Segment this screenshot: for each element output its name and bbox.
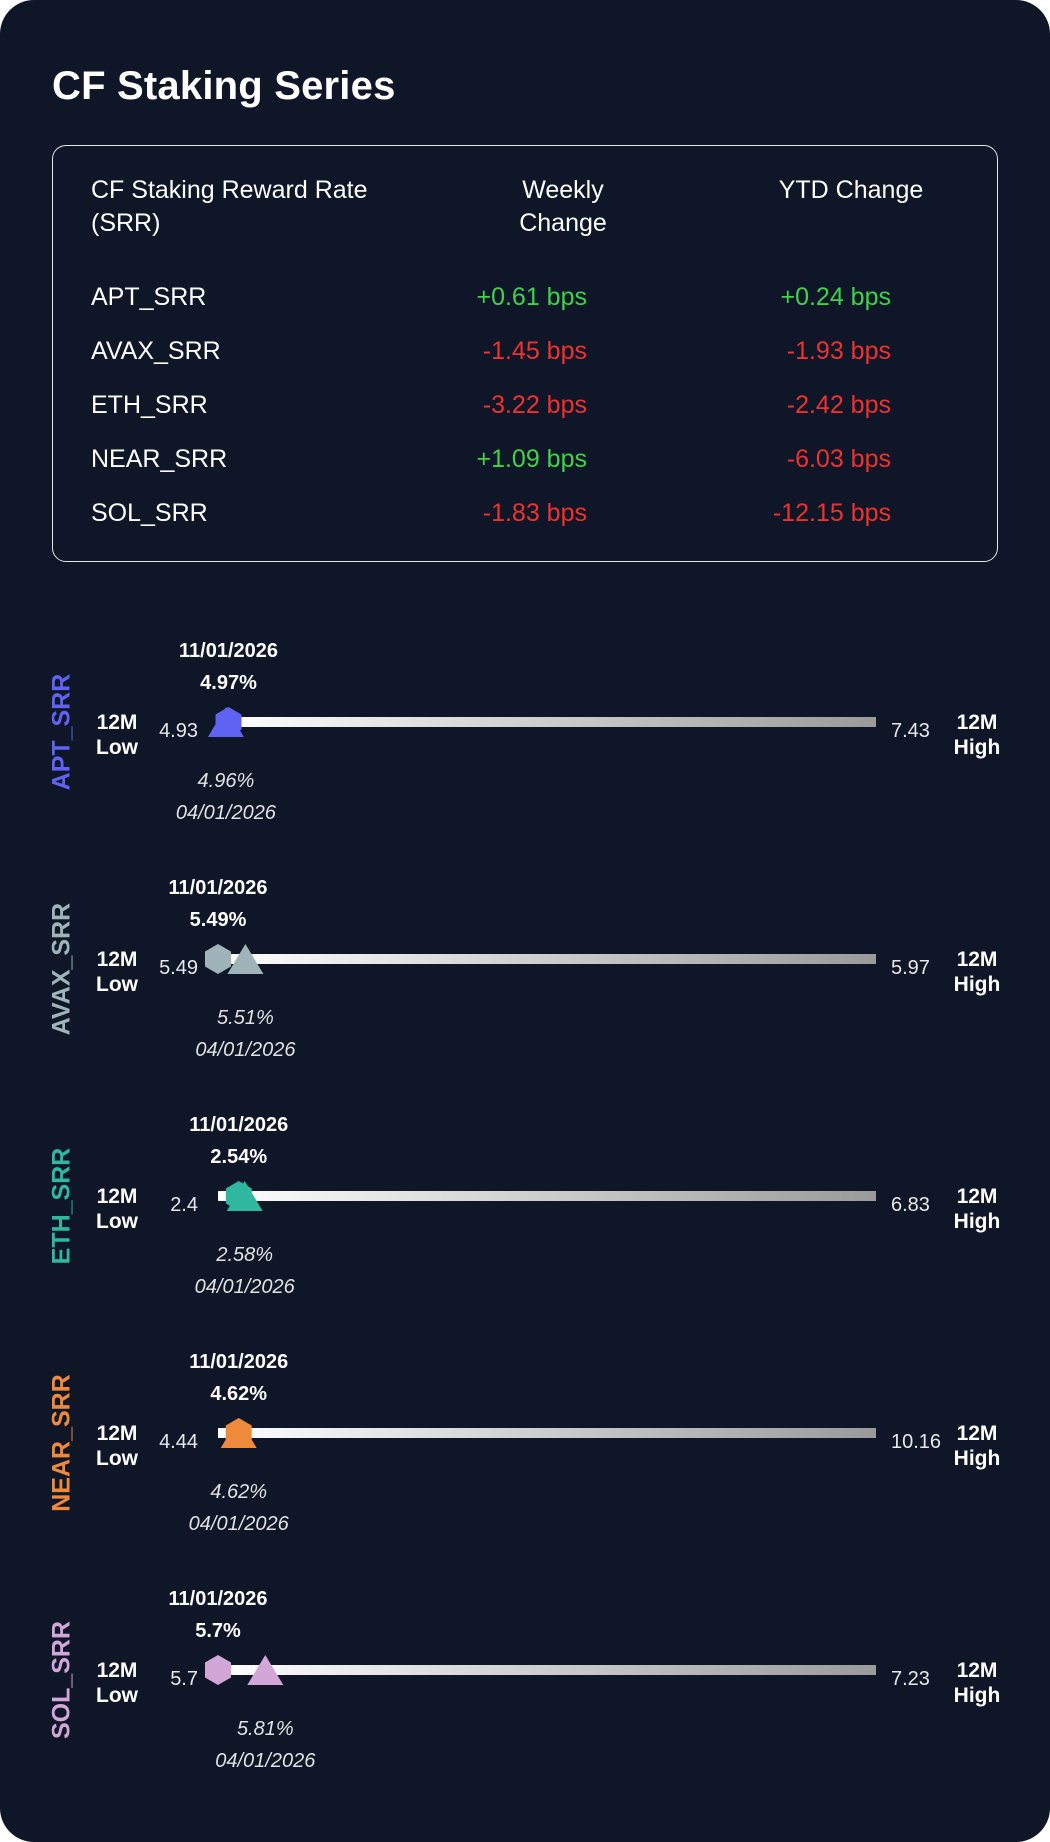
series-label: APT_SRR — [47, 673, 76, 791]
current-value-label: 5.7% — [195, 1620, 241, 1642]
range-high-value: 5.97 — [891, 957, 930, 979]
table-row-near-weekly: +1.09 bps — [476, 445, 587, 473]
range-high-value: 7.43 — [891, 720, 930, 742]
range-high-value: 6.83 — [891, 1194, 930, 1216]
range-high-label: 12M High — [953, 948, 1001, 996]
table-row-near-ytd: -6.03 bps — [786, 445, 891, 473]
previous-date-label: 04/01/2026 — [175, 802, 276, 824]
range-chart-svg — [205, 1655, 876, 1685]
range-bar — [218, 717, 876, 727]
range-chart-avax: AVAX_SRR 12M Low 12M High 5.49 5.97 11/01/202… — [0, 869, 1050, 1069]
range-high-value: 10.16 — [891, 1431, 942, 1453]
range-chart-sol: SOL_SRR 12M Low 12M High 5.7 7.23 11/01/2026 5… — [0, 1580, 1050, 1780]
current-marker-hexagon — [225, 1181, 252, 1211]
table-row-sol-ytd: -12.15 bps — [772, 499, 891, 527]
previous-date-label: 04/01/2026 — [188, 1513, 289, 1535]
series-label: ETH_SRR — [47, 1147, 76, 1265]
range-bar — [218, 1428, 876, 1438]
current-marker-hexagon — [225, 1418, 252, 1448]
table-row-eth-ytd: -2.42 bps — [786, 391, 891, 419]
table-row-sol-name: SOL_SRR — [91, 499, 208, 527]
range-chart-svg — [207, 707, 876, 737]
current-value-label: 4.97% — [200, 672, 257, 694]
range-low-label: 12M Low — [96, 1659, 138, 1707]
previous-value-label: 5.81% — [236, 1718, 294, 1740]
range-low-value: 5.7 — [170, 1668, 198, 1690]
current-marker-hexagon — [205, 944, 231, 974]
range-low-label: 12M Low — [96, 1185, 138, 1233]
previous-value-label: 5.51% — [217, 1007, 274, 1029]
header-weekly-change: Weekly Change — [519, 176, 607, 237]
table-row-sol-weekly: -1.83 bps — [482, 499, 587, 527]
previous-date-label: 04/01/2026 — [215, 1750, 316, 1772]
previous-value-label: 4.62% — [210, 1481, 268, 1503]
range-chart-svg — [205, 944, 876, 974]
previous-marker-triangle — [247, 1655, 284, 1685]
current-marker-hexagon — [215, 707, 242, 737]
current-date-label: 11/01/2026 — [179, 640, 279, 662]
range-low-value: 5.49 — [159, 957, 198, 979]
table-row-apt-ytd: +0.24 bps — [780, 283, 891, 311]
range-high-label: 12M High — [953, 1185, 1001, 1233]
range-chart-eth: ETH_SRR 12M Low 12M High 2.4 6.83 11/01/2026 2… — [0, 1106, 1050, 1306]
range-high-value: 7.23 — [891, 1668, 930, 1690]
table-row-near-name: NEAR_SRR — [91, 445, 228, 473]
range-bar — [218, 1665, 876, 1675]
current-marker-hexagon — [205, 1655, 231, 1685]
current-value-label: 2.54% — [210, 1146, 268, 1168]
page-title: CF Staking Series — [52, 64, 396, 108]
previous-marker-triangle — [227, 944, 264, 974]
range-low-value: 4.93 — [159, 720, 198, 742]
range-high-label: 12M High — [953, 1422, 1001, 1470]
range-bar — [218, 1191, 876, 1201]
current-date-label: 11/01/2026 — [189, 1351, 289, 1373]
header-srr-name: CF Staking Reward Rate (SRR) — [91, 176, 368, 237]
range-low-label: 12M Low — [96, 948, 138, 996]
current-value-label: 4.62% — [210, 1383, 268, 1405]
range-chart-svg — [218, 1418, 876, 1448]
range-chart-near: NEAR_SRR 12M Low 12M High 4.44 10.16 11/01/20… — [0, 1343, 1050, 1543]
srr-table: CF Staking Reward Rate (SRR) Weekly Chan… — [52, 145, 998, 562]
range-low-value: 2.4 — [170, 1194, 198, 1216]
previous-value-label: 4.96% — [197, 770, 255, 792]
table-row-avax-ytd: -1.93 bps — [786, 337, 891, 365]
table-row-apt-weekly: +0.61 bps — [476, 283, 587, 311]
table-row-eth-name: ETH_SRR — [91, 391, 208, 419]
current-date-label: 11/01/2026 — [189, 1114, 289, 1136]
current-date-label: 11/01/2026 — [168, 877, 268, 899]
previous-date-label: 04/01/2026 — [195, 1039, 296, 1061]
table-row-avax-name: AVAX_SRR — [91, 337, 221, 365]
series-label: NEAR_SRR — [47, 1374, 76, 1512]
series-label: AVAX_SRR — [47, 902, 76, 1036]
current-date-label: 11/01/2026 — [168, 1588, 268, 1610]
range-low-label: 12M Low — [96, 1422, 138, 1470]
table-row-apt-name: APT_SRR — [91, 283, 207, 311]
range-chart-apt: APT_SRR 12M Low 12M High 4.93 7.43 11/01/2026… — [0, 632, 1050, 832]
range-chart-svg — [218, 1181, 876, 1211]
previous-value-label: 2.58% — [216, 1244, 274, 1266]
range-low-label: 12M Low — [96, 711, 138, 759]
range-high-label: 12M High — [953, 1659, 1001, 1707]
range-low-value: 4.44 — [159, 1431, 198, 1453]
range-bar — [218, 954, 876, 964]
header-ytd-change: YTD Change — [778, 176, 924, 204]
previous-date-label: 04/01/2026 — [194, 1276, 295, 1298]
series-label: SOL_SRR — [47, 1620, 76, 1740]
table-row-eth-weekly: -3.22 bps — [482, 391, 587, 419]
current-value-label: 5.49% — [189, 909, 247, 931]
range-high-label: 12M High — [953, 711, 1001, 759]
table-row-avax-weekly: -1.45 bps — [482, 337, 587, 365]
